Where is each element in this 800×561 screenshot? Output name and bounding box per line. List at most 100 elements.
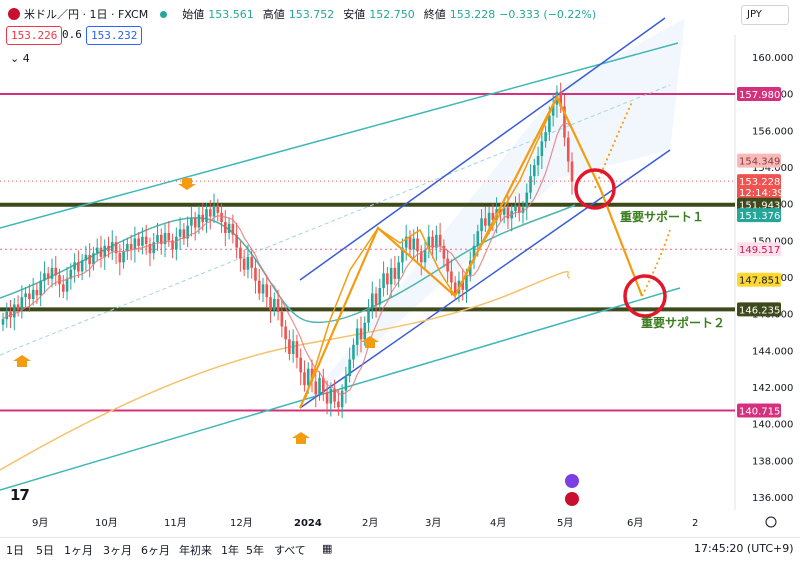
candle bbox=[43, 273, 46, 281]
candle bbox=[502, 207, 506, 215]
candle bbox=[77, 262, 80, 272]
trend-channel-lower bbox=[0, 287, 681, 491]
rising-channel-upper bbox=[299, 17, 666, 281]
indicators-toggle[interactable]: ⌄ 4 bbox=[10, 52, 30, 65]
currency-selector[interactable]: JPY bbox=[741, 5, 789, 25]
range-5y-button[interactable]: 5年 bbox=[246, 544, 264, 557]
clock-readout: 17:45:20 (UTC+9) bbox=[694, 542, 794, 555]
buy-price-button[interactable]: 153.232 bbox=[86, 26, 143, 45]
candle bbox=[321, 377, 325, 393]
candle bbox=[107, 245, 110, 252]
candle bbox=[103, 245, 107, 257]
range-3m-button[interactable]: 3ヶ月 bbox=[103, 544, 132, 557]
range-1d-button[interactable]: 1日 bbox=[6, 544, 24, 557]
candle bbox=[325, 392, 329, 404]
event-us-flag-icon[interactable] bbox=[565, 492, 579, 506]
candle bbox=[533, 165, 536, 177]
price-label-box bbox=[737, 174, 781, 189]
candle bbox=[61, 284, 65, 292]
symbol-title[interactable]: 米ドル／円 · 1日 · FXCM bbox=[24, 8, 149, 21]
range-1y-button[interactable]: 1年 bbox=[221, 544, 239, 557]
sell-price-button[interactable]: 153.226 bbox=[6, 26, 63, 45]
low-value: 152.750 bbox=[369, 7, 415, 21]
candle bbox=[254, 267, 257, 281]
candle bbox=[284, 326, 287, 340]
candle bbox=[152, 242, 156, 254]
candle bbox=[529, 176, 532, 193]
candle bbox=[491, 212, 495, 221]
range-6m-button[interactable]: 6ヶ月 bbox=[141, 544, 170, 557]
candle bbox=[9, 311, 12, 318]
candle bbox=[382, 273, 385, 288]
low-label: 安値 bbox=[343, 8, 366, 21]
y-tick-label: 150.000 bbox=[752, 236, 793, 247]
candle bbox=[337, 401, 340, 408]
candle bbox=[318, 377, 321, 395]
range-ytd-button[interactable]: 年初来 bbox=[179, 544, 212, 557]
candle bbox=[446, 258, 449, 272]
candle bbox=[122, 251, 125, 263]
candle bbox=[465, 275, 468, 290]
chevron-down-icon: ⌄ bbox=[10, 52, 23, 65]
candle bbox=[137, 238, 140, 246]
candle bbox=[212, 205, 216, 217]
candle bbox=[412, 238, 416, 250]
range-1m-button[interactable]: 1ヶ月 bbox=[64, 544, 93, 557]
price-label: 140.715 bbox=[739, 407, 780, 418]
indicators-count: 4 bbox=[22, 52, 30, 65]
projection-up-2 bbox=[641, 229, 671, 297]
candle bbox=[178, 229, 182, 237]
candle bbox=[563, 106, 566, 138]
candle bbox=[310, 368, 314, 382]
x-tick-label: 2 bbox=[692, 518, 698, 529]
symbol-header: 米ドル／円 · 1日 · FXCM 始値 153.561 高値 153.752 … bbox=[8, 6, 596, 22]
x-tick-label: 9月 bbox=[32, 517, 48, 529]
candle bbox=[276, 299, 280, 312]
candle bbox=[65, 278, 69, 292]
candle bbox=[144, 236, 148, 244]
candle bbox=[506, 207, 510, 219]
market-open-icon bbox=[160, 10, 168, 18]
candle bbox=[175, 236, 178, 250]
ma-200-line bbox=[0, 270, 571, 471]
candle bbox=[397, 262, 400, 279]
x-tick-label: 2024 bbox=[294, 518, 322, 529]
y-tick-label: 142.000 bbox=[752, 383, 793, 394]
change-value: −0.333 (−0.22%) bbox=[499, 7, 597, 21]
trend-channel-mid bbox=[0, 84, 671, 356]
candle bbox=[355, 328, 359, 345]
x-tick-label: 11月 bbox=[164, 517, 187, 529]
candle bbox=[163, 233, 167, 244]
candle bbox=[216, 205, 220, 213]
candle bbox=[540, 141, 544, 156]
candle bbox=[24, 293, 27, 298]
price-label: 12:14:39 bbox=[739, 188, 784, 199]
candle bbox=[389, 267, 393, 285]
range-all-button[interactable]: すべて bbox=[274, 544, 306, 557]
wave-path bbox=[304, 96, 558, 401]
price-label-box bbox=[737, 242, 781, 257]
candle bbox=[427, 236, 431, 250]
candle bbox=[197, 214, 201, 228]
bottom-toolbar: 1日 5日 1ヶ月 3ヶ月 6ヶ月 年初来 1年 5年 すべて ▦ 17:45:… bbox=[0, 537, 800, 558]
candle bbox=[269, 297, 272, 310]
candle bbox=[348, 359, 351, 376]
settings-gear-icon[interactable] bbox=[765, 516, 777, 528]
candle bbox=[438, 234, 442, 246]
arrow-up-icon bbox=[361, 336, 379, 348]
price-label-box bbox=[737, 403, 781, 418]
y-tick-label: 138.000 bbox=[752, 456, 793, 467]
candle bbox=[408, 236, 412, 250]
candle bbox=[450, 271, 453, 283]
event-flash-icon[interactable] bbox=[565, 474, 579, 488]
candle bbox=[314, 381, 318, 395]
candle bbox=[159, 234, 163, 244]
candle bbox=[265, 284, 269, 298]
candle bbox=[205, 209, 208, 222]
goto-date-icon[interactable]: ▦ bbox=[322, 542, 333, 555]
price-label-box bbox=[737, 184, 781, 199]
range-5d-button[interactable]: 5日 bbox=[36, 544, 54, 557]
candle bbox=[416, 238, 419, 252]
close-label: 終値 bbox=[423, 8, 446, 21]
